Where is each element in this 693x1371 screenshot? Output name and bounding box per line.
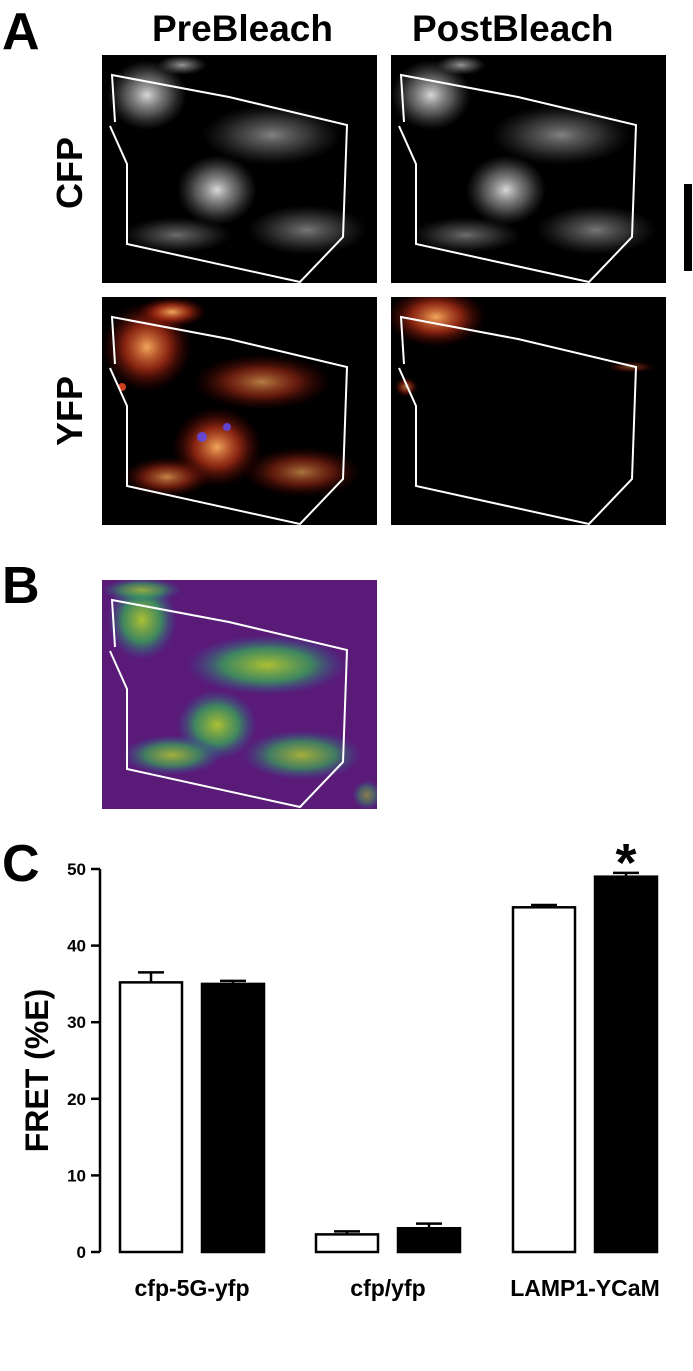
- y-tick-label: 40: [67, 937, 86, 956]
- bar: [593, 875, 659, 1254]
- row-header-yfp: YFP: [49, 376, 90, 447]
- y-tick-label: 30: [67, 1013, 86, 1032]
- scale-bar: [684, 184, 692, 271]
- bar: [314, 1233, 380, 1254]
- bar: [200, 982, 266, 1254]
- micrograph-cfp-postbleach: [391, 55, 666, 283]
- bar-group: *: [118, 833, 659, 1254]
- fret-bar-chart: 0 10 20 30 40 50 * cfp-5G-yfp cfp/yfp LAMP1-YCa…: [19, 833, 660, 1301]
- bar: [511, 906, 577, 1254]
- y-tick-label: 0: [77, 1243, 86, 1262]
- micrograph-yfp-postbleach: [391, 297, 666, 525]
- column-header-postbleach: PostBleach: [412, 8, 614, 49]
- x-tick-label: cfp/yfp: [350, 1275, 425, 1301]
- micrograph-yfp-prebleach: [102, 297, 377, 525]
- significance-marker: *: [615, 833, 636, 893]
- x-tick-label: LAMP1-YCaM: [510, 1275, 660, 1301]
- y-axis-label: FRET (%E): [19, 989, 55, 1153]
- row-header-cfp: CFP: [49, 137, 90, 209]
- panel-label-a: A: [2, 3, 40, 61]
- column-header-prebleach: PreBleach: [152, 8, 333, 49]
- x-axis-labels: cfp-5G-yfp cfp/yfp LAMP1-YCaM: [135, 1275, 660, 1301]
- fret-efficiency-map: [102, 580, 377, 809]
- bar: [396, 1227, 462, 1254]
- panel-label-c: C: [2, 835, 40, 893]
- y-tick-label: 50: [67, 860, 86, 879]
- x-tick-label: cfp-5G-yfp: [135, 1275, 250, 1301]
- micrograph-cfp-prebleach: [102, 55, 377, 283]
- panel-label-b: B: [2, 557, 40, 615]
- y-tick-label: 20: [67, 1090, 86, 1109]
- y-axis: 0 10 20 30 40 50: [67, 860, 102, 1262]
- y-tick-label: 10: [67, 1166, 86, 1185]
- bar: [118, 981, 184, 1254]
